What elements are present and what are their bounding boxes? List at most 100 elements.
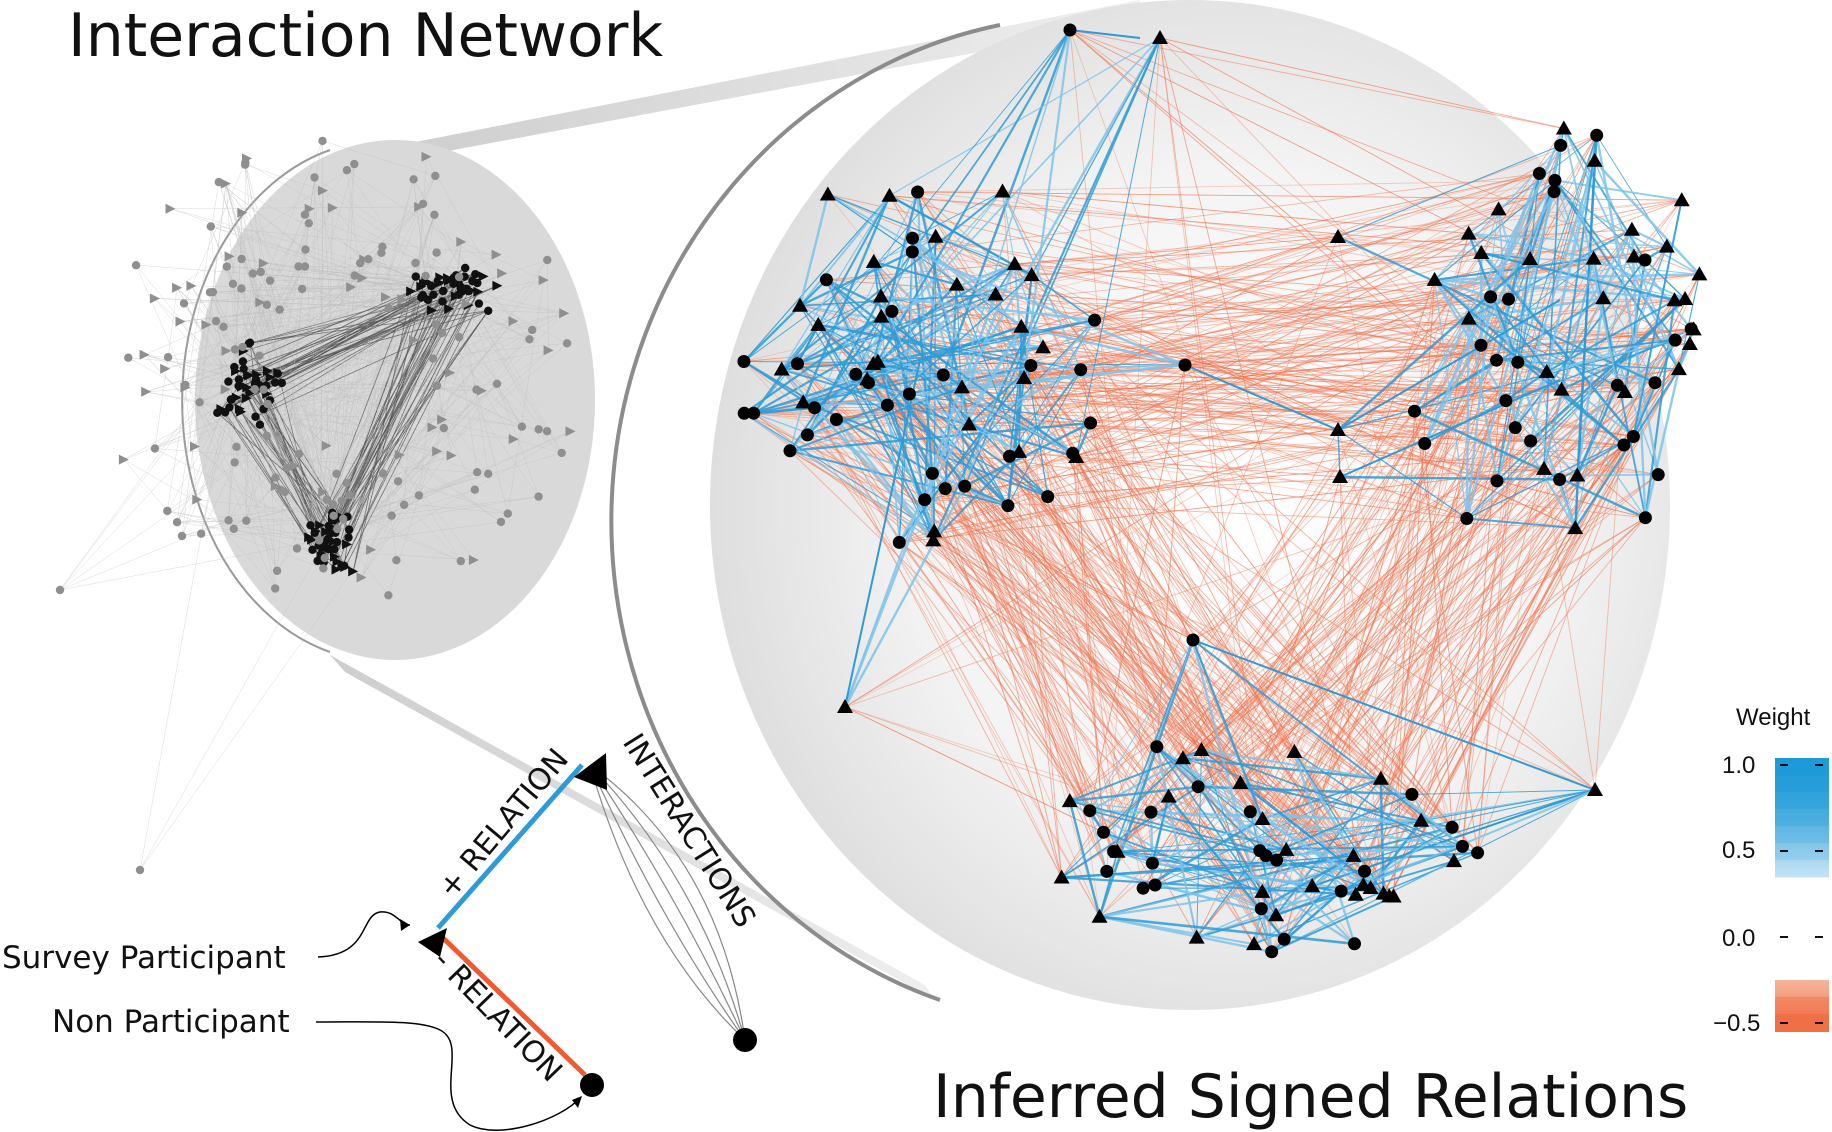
interaction-participant-node bbox=[236, 406, 247, 417]
interaction-non-participant-node bbox=[427, 281, 436, 291]
interaction-non-participant-node bbox=[135, 865, 145, 875]
negative-edge bbox=[855, 374, 1184, 759]
interaction-edge bbox=[245, 164, 323, 191]
participant-node bbox=[810, 316, 827, 331]
negative-edge bbox=[1018, 451, 1646, 519]
non-participant-node bbox=[1270, 853, 1284, 867]
negative-edge bbox=[1090, 233, 1469, 424]
positive-edge bbox=[781, 195, 891, 370]
non-participant-node bbox=[800, 428, 814, 442]
interaction-non-participant-node bbox=[294, 262, 303, 271]
negative-edge bbox=[1388, 382, 1656, 897]
positive-edge bbox=[1496, 258, 1531, 481]
colorbar-title: Weight bbox=[1736, 704, 1811, 731]
negative-edge bbox=[872, 363, 1091, 811]
non-participant-node bbox=[1191, 780, 1205, 794]
positive-edge bbox=[1593, 160, 1680, 370]
negative-edge bbox=[1159, 37, 1263, 820]
non-participant-node bbox=[1358, 864, 1371, 878]
legend-negative-edge bbox=[438, 933, 587, 1077]
non-participant-node bbox=[1553, 473, 1567, 486]
interaction-non-participant-node bbox=[255, 420, 265, 429]
participant-node bbox=[773, 361, 790, 376]
participant-node bbox=[1585, 250, 1602, 265]
negative-edge bbox=[781, 369, 1354, 857]
lens-rim-large bbox=[609, 23, 1001, 1002]
interaction-non-participant-node bbox=[234, 381, 243, 391]
participant-node bbox=[1553, 381, 1570, 396]
legend-bottom-circle bbox=[580, 1073, 604, 1097]
negative-edge bbox=[1355, 160, 1596, 895]
interaction-edge bbox=[197, 499, 276, 589]
positive-edge bbox=[1168, 796, 1285, 940]
interaction-participant-node bbox=[508, 316, 519, 327]
interaction-participant-node bbox=[186, 280, 197, 291]
interaction-edge bbox=[181, 499, 327, 537]
interaction-participant-node bbox=[224, 251, 235, 262]
positive-edge bbox=[1192, 639, 1464, 848]
negative-edge bbox=[1080, 318, 1469, 371]
negative-edge bbox=[1030, 365, 1341, 478]
participant-node bbox=[1246, 936, 1263, 951]
non-participant-node bbox=[1178, 358, 1192, 372]
non-participant-node bbox=[747, 406, 761, 420]
zoom-beam-top bbox=[385, 0, 1140, 160]
participant-node bbox=[881, 187, 898, 202]
negative-edge bbox=[889, 195, 1531, 260]
interaction-participant-node bbox=[201, 319, 212, 330]
interaction-edge bbox=[322, 190, 539, 497]
interaction-edge bbox=[326, 286, 422, 549]
interaction-non-participant-node bbox=[543, 255, 552, 265]
negative-edge bbox=[933, 531, 1114, 852]
interaction-edge bbox=[259, 277, 363, 356]
interaction-participant-node bbox=[348, 566, 359, 577]
interaction-edge bbox=[361, 389, 477, 578]
non-participant-node bbox=[1334, 884, 1348, 898]
legend-top-triangle bbox=[574, 753, 607, 790]
non-participant-node bbox=[1590, 128, 1604, 142]
positive-edge bbox=[1546, 328, 1694, 373]
interaction-edge bbox=[226, 203, 424, 352]
negative-edge bbox=[1156, 368, 1680, 748]
positive-edge bbox=[1421, 789, 1596, 822]
interaction-non-participant-node bbox=[439, 423, 448, 433]
interaction-non-participant-node bbox=[484, 469, 493, 478]
non-participant-node bbox=[1253, 844, 1267, 858]
interaction-edge bbox=[382, 252, 437, 474]
negative-edge bbox=[1030, 365, 1422, 822]
participant-node bbox=[1053, 869, 1070, 884]
interaction-non-participant-node bbox=[562, 339, 572, 348]
participant-node bbox=[865, 253, 882, 268]
interaction-non-participant-node bbox=[300, 262, 310, 271]
relation-network-nodes bbox=[737, 23, 1708, 959]
participant-node bbox=[1555, 120, 1572, 135]
positive-edge bbox=[818, 324, 1044, 348]
interaction-edge bbox=[328, 294, 434, 527]
positive-edge bbox=[1560, 135, 1598, 390]
interaction-non-participant-node bbox=[431, 320, 441, 329]
participant-node bbox=[1413, 812, 1430, 827]
positive-edge bbox=[1538, 173, 1656, 383]
negative-edge bbox=[1042, 346, 1531, 442]
negative-edge bbox=[881, 299, 1675, 318]
positive-edge bbox=[1031, 274, 1096, 321]
interaction-non-participant-node bbox=[250, 379, 260, 388]
interaction-participant-node bbox=[444, 303, 455, 314]
positive-edge bbox=[1156, 746, 1277, 916]
negative-edge bbox=[802, 402, 1100, 917]
interaction-edge bbox=[180, 321, 530, 340]
interaction-edge bbox=[234, 349, 331, 534]
negative-edge bbox=[1259, 246, 1668, 851]
interaction-edge bbox=[321, 283, 460, 557]
positive-edge bbox=[876, 361, 966, 487]
non-participant-node bbox=[808, 401, 821, 415]
interaction-edge bbox=[323, 280, 450, 549]
interaction-participant-node bbox=[346, 282, 357, 293]
interaction-non-participant-node bbox=[240, 160, 250, 169]
interaction-edge bbox=[328, 343, 568, 550]
interaction-non-participant-node bbox=[322, 495, 332, 504]
interaction-participant-node bbox=[491, 249, 502, 260]
interaction-edge bbox=[346, 277, 441, 545]
non-participant-node bbox=[1100, 864, 1114, 878]
negative-edge bbox=[753, 412, 1453, 828]
